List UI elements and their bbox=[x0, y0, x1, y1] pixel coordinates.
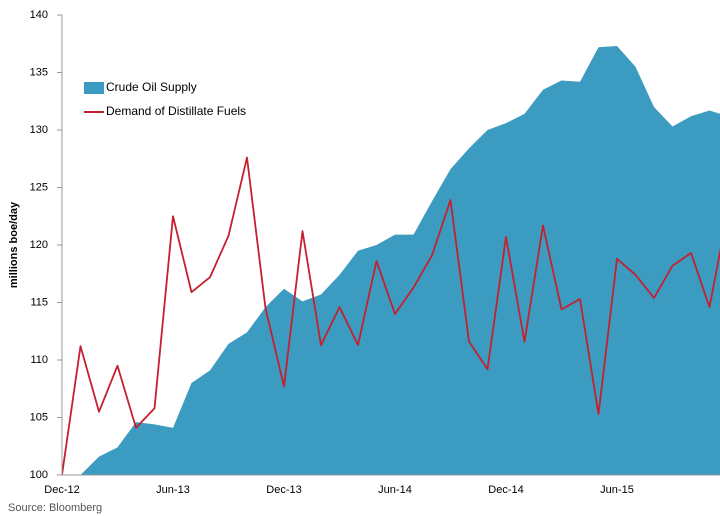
y-tick-label: 110 bbox=[30, 354, 48, 366]
x-tick-label: Jun-14 bbox=[378, 484, 412, 496]
y-tick-label: 135 bbox=[30, 66, 48, 78]
y-tick-label: 140 bbox=[30, 9, 48, 21]
legend-swatch bbox=[84, 82, 104, 94]
x-tick-label: Dec-14 bbox=[488, 484, 523, 496]
y-tick-label: 105 bbox=[30, 411, 48, 423]
x-tick-label: Jun-15 bbox=[600, 484, 634, 496]
y-tick-label: 125 bbox=[30, 181, 48, 193]
x-tick-label: Jun-13 bbox=[156, 484, 190, 496]
area bbox=[62, 46, 720, 475]
y-tick-label: 120 bbox=[30, 239, 48, 251]
line bbox=[62, 156, 720, 476]
legend-label: Demand of Distillate Fuels bbox=[106, 104, 246, 118]
y-axis-label: millions boe/day bbox=[8, 201, 20, 288]
x-tick-label: Dec-13 bbox=[266, 484, 301, 496]
y-tick-label: 100 bbox=[30, 469, 48, 481]
plot bbox=[62, 46, 720, 476]
y-tick-label: 115 bbox=[30, 296, 48, 308]
legend-label: Crude Oil Supply bbox=[106, 80, 197, 94]
source: Source: Bloomberg bbox=[8, 502, 102, 514]
x-tick-label: Dec-12 bbox=[44, 484, 79, 496]
y-tick-label: 130 bbox=[30, 124, 48, 136]
